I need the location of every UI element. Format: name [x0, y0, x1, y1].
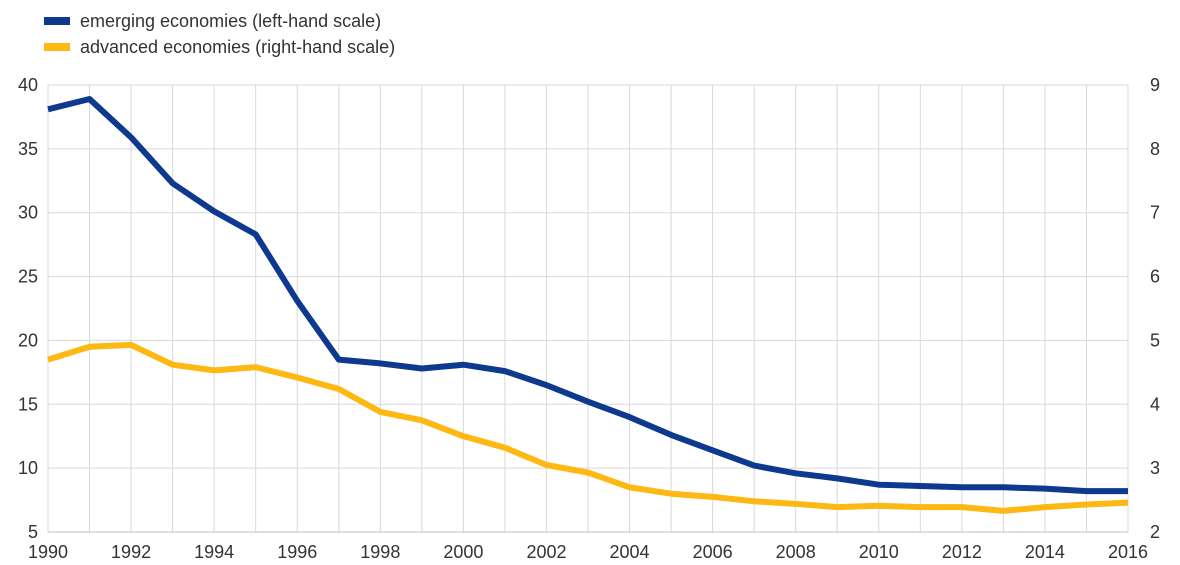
x-tick-label: 1998 — [360, 542, 400, 562]
x-tick-label: 2014 — [1025, 542, 1065, 562]
x-tick-label: 1992 — [111, 542, 151, 562]
x-tick-label: 1990 — [28, 542, 68, 562]
right-y-tick-label: 6 — [1150, 267, 1160, 287]
x-tick-label: 2008 — [776, 542, 816, 562]
legend-swatch-advanced — [44, 43, 70, 51]
right-y-tick-label: 5 — [1150, 330, 1160, 350]
x-tick-label: 2004 — [610, 542, 650, 562]
series-line-advanced — [47, 341, 1129, 514]
left-y-tick-label: 10 — [18, 458, 38, 478]
legend: emerging economies (left-hand scale) adv… — [44, 8, 395, 60]
grid-lines — [47, 84, 1129, 533]
left-y-tick-label: 25 — [18, 267, 38, 287]
right-y-tick-label: 7 — [1150, 203, 1160, 223]
x-tick-label: 2012 — [942, 542, 982, 562]
x-tick-label: 2006 — [693, 542, 733, 562]
x-tick-label: 2016 — [1108, 542, 1148, 562]
legend-swatch-emerging — [44, 17, 70, 25]
right-y-tick-label: 2 — [1150, 522, 1160, 542]
legend-item-advanced: advanced economies (right-hand scale) — [44, 34, 395, 60]
right-y-tick-label: 8 — [1150, 139, 1160, 159]
left-y-tick-label: 40 — [18, 75, 38, 95]
tick-labels: 5 10 15 20 25 30 35 40 2 3 4 5 6 7 8 9 1990 1992 1994 1996 1… — [18, 75, 1160, 562]
left-y-tick-label: 15 — [18, 394, 38, 414]
x-tick-label: 1996 — [277, 542, 317, 562]
x-tick-label: 1994 — [194, 542, 234, 562]
legend-label-emerging: emerging economies (left-hand scale) — [80, 10, 382, 31]
legend-label-advanced: advanced economies (right-hand scale) — [80, 36, 396, 57]
left-y-tick-label: 5 — [28, 522, 38, 542]
x-tick-label: 2002 — [526, 542, 566, 562]
x-tick-label: 2000 — [443, 542, 483, 562]
left-y-tick-label: 35 — [18, 139, 38, 159]
series-lines — [47, 96, 1129, 514]
left-y-tick-label: 30 — [18, 203, 38, 223]
left-y-tick-label: 20 — [18, 330, 38, 350]
series-line-emerging — [47, 96, 1128, 495]
legend-item-emerging: emerging economies (left-hand scale) — [44, 8, 395, 34]
right-y-tick-label: 4 — [1150, 394, 1160, 414]
right-y-tick-label: 3 — [1150, 458, 1160, 478]
x-tick-label: 2010 — [859, 542, 899, 562]
right-y-tick-label: 9 — [1150, 75, 1160, 95]
